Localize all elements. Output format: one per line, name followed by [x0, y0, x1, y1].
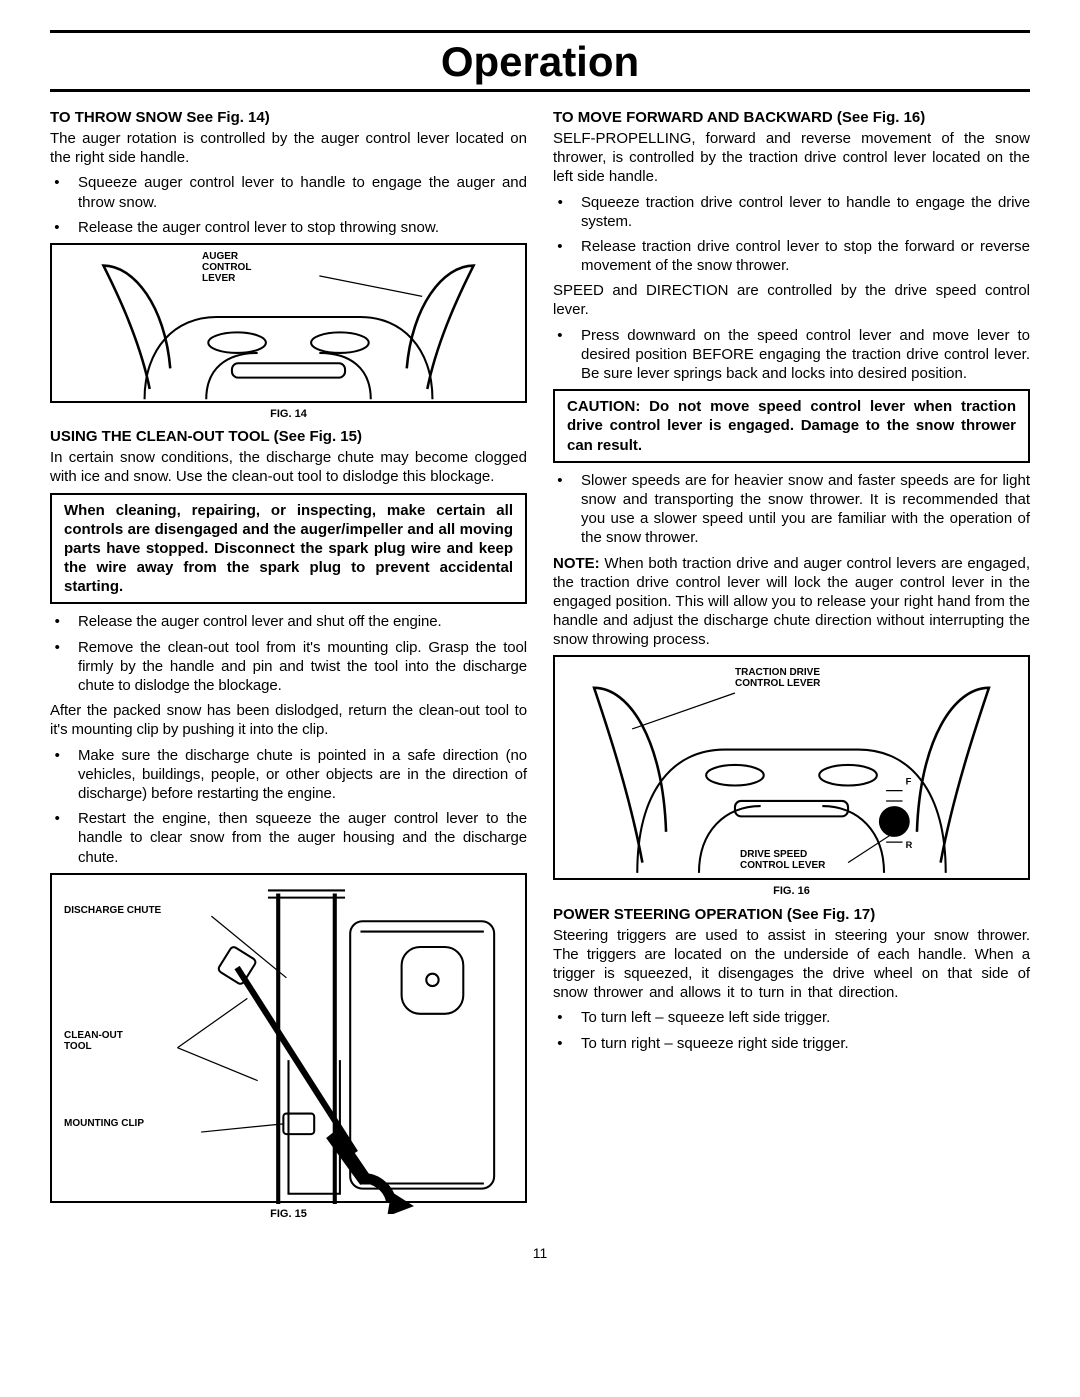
list-item: Release the auger control lever to stop … [72, 218, 527, 237]
throw-snow-list: Squeeze auger control lever to handle to… [50, 173, 527, 237]
list-item: Release traction drive control lever to … [575, 237, 1030, 275]
section-title-bar: Operation [50, 30, 1030, 92]
list-item: Restart the engine, then squeeze the aug… [72, 809, 527, 867]
move-intro: SELF-PROPELLING, forward and reverse mov… [553, 129, 1030, 187]
fig14-label-auger: AUGER CONTROL LEVER [202, 251, 251, 284]
move-list-3: Slower speeds are for heavier snow and f… [553, 471, 1030, 548]
fig15-label-tool: CLEAN-OUT TOOL [64, 1030, 123, 1052]
heading-move: TO MOVE FORWARD AND BACKWARD (See Fig. 1… [553, 108, 1030, 127]
list-item: Squeeze auger control lever to handle to… [72, 173, 527, 211]
left-column: TO THROW SNOW See Fig. 14) The auger rot… [50, 104, 527, 1227]
note-label: NOTE: [553, 555, 600, 572]
heading-cleanout: USING THE CLEAN-OUT TOOL (See Fig. 15) [50, 427, 527, 446]
cleanout-after: After the packed snow has been dislodged… [50, 701, 527, 739]
svg-text:F: F [906, 777, 912, 787]
list-item: To turn left – squeeze left side trigger… [575, 1008, 1030, 1027]
figure-16: F R TRACTION DRIVE CONTROL LEVER DRIVE S… [553, 655, 1030, 880]
steering-list: To turn left – squeeze left side trigger… [553, 1008, 1030, 1052]
right-column: TO MOVE FORWARD AND BACKWARD (See Fig. 1… [553, 104, 1030, 1227]
list-item: Release the auger control lever and shut… [72, 612, 527, 631]
fig16-label-speed: DRIVE SPEED CONTROL LEVER [740, 849, 825, 871]
two-column-layout: TO THROW SNOW See Fig. 14) The auger rot… [50, 104, 1030, 1227]
cleanout-warning-box: When cleaning, repairing, or inspecting,… [50, 493, 527, 605]
steering-intro: Steering triggers are used to assist in … [553, 926, 1030, 1003]
fig16-label-traction: TRACTION DRIVE CONTROL LEVER [735, 667, 820, 689]
fig15-label-clip: MOUNTING CLIP [64, 1118, 144, 1129]
move-caution-box: CAUTION: Do not move speed control lever… [553, 389, 1030, 463]
cleanout-intro: In certain snow conditions, the discharg… [50, 448, 527, 486]
list-item: Slower speeds are for heavier snow and f… [575, 471, 1030, 548]
figure-14: AUGER CONTROL LEVER [50, 243, 527, 403]
list-item: To turn right – squeeze right side trigg… [575, 1034, 1030, 1053]
list-item: Remove the clean-out tool from it's moun… [72, 638, 527, 696]
list-item: Squeeze traction drive control lever to … [575, 193, 1030, 231]
svg-text:R: R [906, 841, 913, 851]
cleanout-list-1: Release the auger control lever and shut… [50, 612, 527, 695]
move-list-1: Squeeze traction drive control lever to … [553, 193, 1030, 276]
figure-15: DISCHARGE CHUTE CLEAN-OUT TOOL MOUNTING … [50, 873, 527, 1203]
move-note: NOTE: When both traction drive and auger… [553, 554, 1030, 650]
speed-intro: SPEED and DIRECTION are controlled by th… [553, 281, 1030, 319]
cleanout-list-2: Make sure the discharge chute is pointed… [50, 746, 527, 867]
page-number: 11 [50, 1245, 1030, 1263]
fig15-illustration [52, 875, 525, 1214]
fig15-label-chute: DISCHARGE CHUTE [64, 905, 161, 916]
note-text: When both traction drive and auger contr… [553, 555, 1030, 649]
throw-snow-intro: The auger rotation is controlled by the … [50, 129, 527, 167]
section-title: Operation [50, 35, 1030, 89]
list-item: Press downward on the speed control leve… [575, 326, 1030, 384]
fig14-illustration [52, 245, 525, 410]
heading-steering: POWER STEERING OPERATION (See Fig. 17) [553, 905, 1030, 924]
list-item: Make sure the discharge chute is pointed… [72, 746, 527, 804]
heading-throw-snow: TO THROW SNOW See Fig. 14) [50, 108, 527, 127]
move-list-2: Press downward on the speed control leve… [553, 326, 1030, 384]
